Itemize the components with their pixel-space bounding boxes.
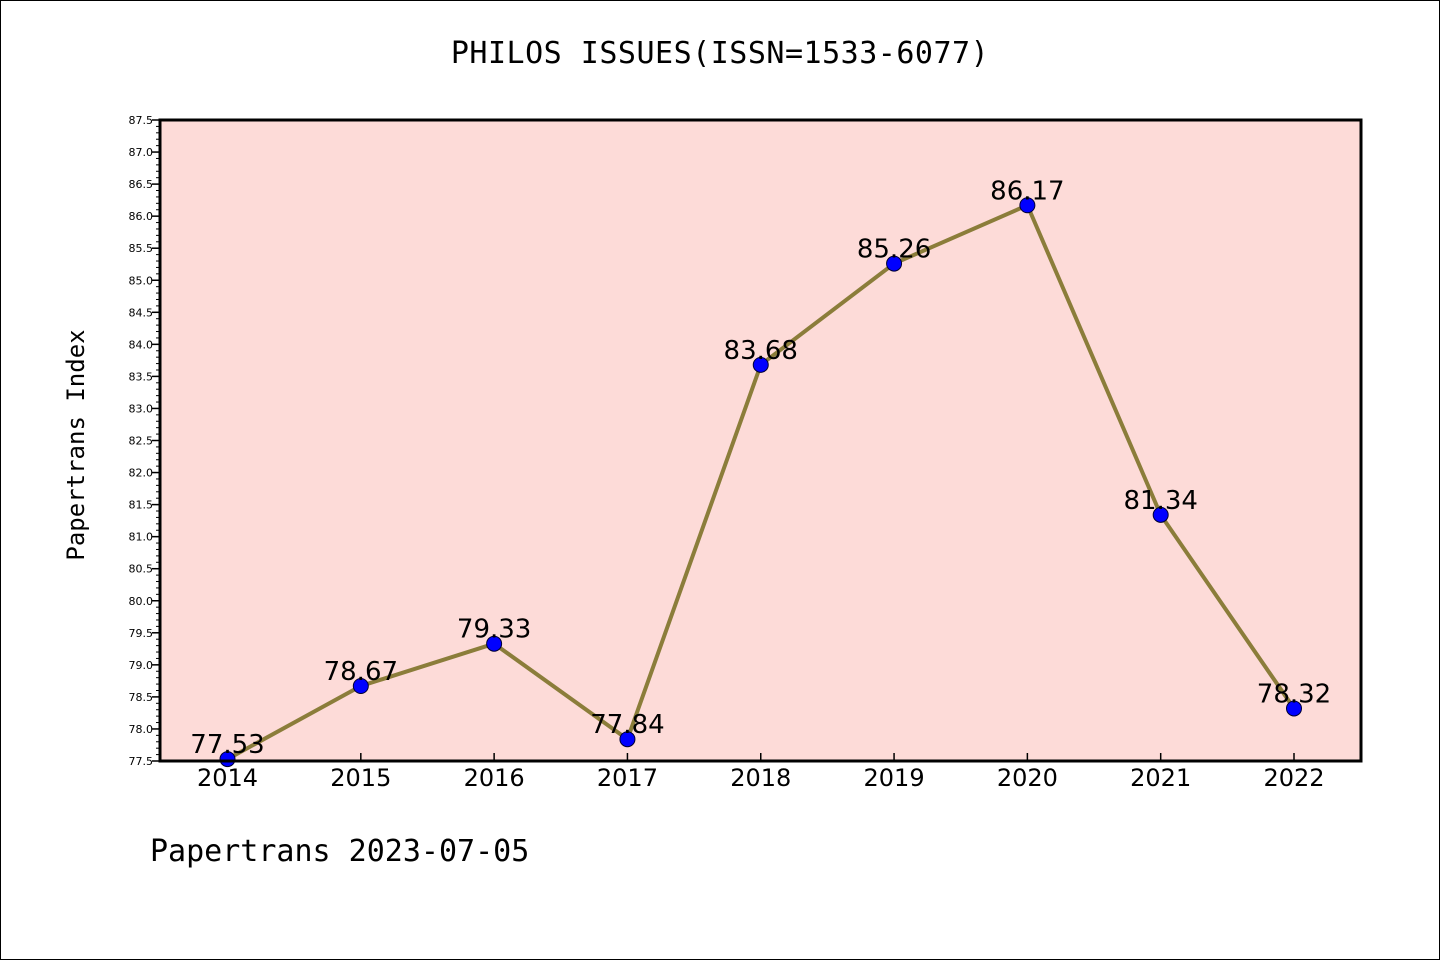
x-tick-label: 2018 [730, 764, 791, 792]
x-tick-label: 2019 [864, 764, 925, 792]
chart-title: PHILOS ISSUES(ISSN=1533-6077) [450, 36, 990, 71]
x-tick-label: 2014 [197, 764, 258, 792]
data-point [486, 635, 503, 652]
y-tick-label: 78.0 [129, 723, 154, 736]
data-point [1019, 197, 1036, 214]
plot-border [158, 118, 1363, 763]
data-point [1286, 700, 1302, 717]
y-tick-label: 82.5 [129, 435, 154, 448]
y-tick-label: 87.5 [129, 114, 154, 127]
y-tick-label: 86.0 [129, 210, 154, 223]
data-point [752, 356, 769, 373]
data-label: 77.53 [190, 730, 264, 760]
data-label: 79.33 [457, 615, 531, 645]
y-tick-label: 85.0 [129, 274, 154, 287]
y-tick-label: 85.5 [129, 242, 154, 255]
data-label: 78.32 [1257, 679, 1331, 709]
y-tick-label: 78.5 [129, 691, 154, 704]
x-tick-label: 2017 [597, 764, 658, 792]
data-point [352, 678, 369, 695]
y-tick-label: 81.0 [129, 531, 154, 544]
data-point [219, 751, 236, 768]
data-label: 86.17 [990, 176, 1064, 206]
y-tick-label: 84.5 [129, 306, 154, 319]
y-tick-label: 87.0 [129, 146, 154, 159]
x-tick-label: 2021 [1130, 764, 1191, 792]
y-tick-label: 77.5 [129, 755, 154, 768]
x-tick-label: 2022 [1263, 764, 1324, 792]
data-label: 83.68 [724, 336, 798, 366]
y-tick-label: 79.0 [129, 659, 154, 672]
y-tick-label: 81.5 [129, 499, 154, 512]
y-tick-label: 79.5 [129, 627, 154, 640]
footer-note: Papertrans 2023-07-05 [150, 834, 530, 869]
x-tick-label: 2016 [464, 764, 525, 792]
x-tick-label: 2015 [330, 764, 391, 792]
plot-area [160, 120, 1361, 761]
data-label: 77.84 [590, 710, 664, 740]
data-label: 81.34 [1123, 486, 1197, 516]
data-point [619, 731, 636, 748]
data-label: 78.67 [324, 657, 398, 687]
y-tick-label: 84.0 [129, 338, 154, 351]
data-label: 85.26 [857, 235, 931, 265]
y-tick-label: 80.5 [129, 563, 154, 576]
y-tick-label: 82.0 [129, 467, 154, 480]
y-tick-label: 83.0 [129, 402, 154, 415]
y-tick-label: 86.5 [129, 178, 154, 191]
data-point [886, 255, 903, 272]
y-tick-label: 80.0 [129, 595, 154, 608]
y-tick-label: 83.5 [129, 370, 154, 383]
data-point [1152, 506, 1169, 523]
x-tick-label: 2020 [997, 764, 1058, 792]
